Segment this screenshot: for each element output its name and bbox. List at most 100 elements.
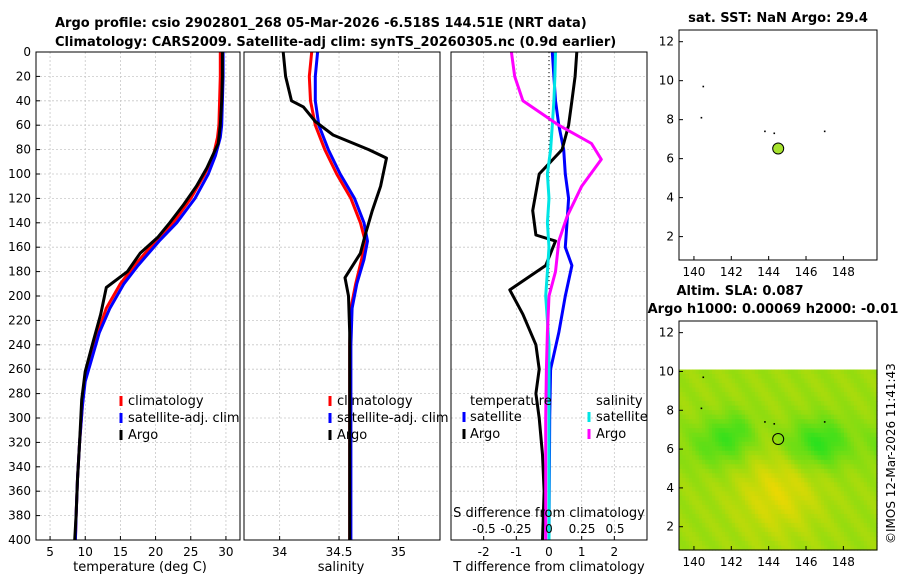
y-tick-label: 8 [666, 403, 674, 417]
heat-cell [807, 545, 812, 551]
heat-cell [873, 414, 878, 420]
heat-cell [745, 473, 749, 479]
heat-cell [811, 383, 815, 389]
heat-cell [695, 383, 700, 389]
heat-cell [834, 545, 838, 551]
heat-cell [837, 414, 842, 420]
heat-cell [824, 369, 829, 375]
heat-cell [804, 414, 809, 420]
heat-cell [787, 482, 792, 488]
heat-cell [761, 410, 766, 416]
heat-cell [814, 432, 819, 438]
heat-cell [807, 464, 812, 470]
heat-cell [771, 419, 776, 425]
heat-cell [698, 518, 703, 524]
heat-cell [688, 464, 693, 470]
heat-cell [715, 504, 720, 510]
heat-cell [705, 423, 710, 429]
heat-cell [692, 441, 697, 447]
heat-cell [847, 392, 852, 398]
heat-cell [824, 387, 829, 393]
heat-cell [781, 432, 786, 438]
heat-cell [695, 486, 700, 492]
heat-cell [771, 369, 776, 375]
heat-cell [771, 536, 776, 542]
heat-cell [834, 383, 838, 389]
heat-cell [725, 486, 730, 492]
heat-cell [764, 545, 769, 551]
heat-cell [857, 396, 862, 402]
heat-cell [791, 500, 796, 506]
heat-cell [860, 387, 865, 393]
heat-cell [745, 432, 749, 438]
heat-cell [718, 491, 723, 497]
heat-cell [840, 423, 845, 429]
heat-cell [692, 504, 697, 510]
heat-cell [764, 428, 769, 434]
heat-cell [801, 513, 805, 520]
heat-cell [679, 473, 683, 479]
heat-cell [857, 428, 862, 434]
heat-cell [764, 410, 769, 416]
heat-cell [705, 455, 710, 461]
heat-cell [794, 383, 799, 389]
heat-cell [738, 491, 743, 497]
heat-cell [784, 491, 789, 497]
heat-cell [857, 477, 862, 483]
heat-cell [761, 387, 766, 393]
heat-cell [735, 500, 739, 506]
heat-cell [761, 464, 766, 470]
heat-cell [682, 545, 687, 551]
heat-cell [731, 495, 736, 501]
heat-cell [853, 522, 858, 529]
heat-cell [682, 446, 687, 452]
heat-cell [731, 468, 736, 474]
heat-cell [685, 369, 690, 375]
heat-cell [844, 468, 848, 474]
heat-cell [820, 509, 825, 515]
heat-cell [820, 522, 825, 529]
heat-cell [728, 401, 733, 407]
heat-cell [804, 419, 809, 425]
heat-cell [801, 522, 805, 529]
heat-cell [702, 369, 706, 375]
heat-cell [797, 378, 802, 384]
heat-cell [787, 369, 792, 375]
heat-cell [870, 513, 875, 520]
heat-cell [778, 527, 782, 533]
heat-cell [824, 455, 829, 461]
heat-cell [718, 531, 723, 538]
y-tick-label: 4 [666, 191, 674, 205]
heat-cell [820, 527, 825, 533]
heat-cell [811, 437, 815, 443]
heat-cell [817, 495, 822, 501]
heat-cell [794, 446, 799, 452]
heat-cell [850, 423, 855, 429]
heat-cell [708, 432, 713, 438]
heat-cell [784, 378, 789, 384]
heat-cell [679, 392, 683, 398]
heat-cell [774, 450, 779, 456]
heat-cell [731, 378, 736, 384]
heat-cell [804, 401, 809, 407]
heat-cell [830, 437, 835, 443]
heat-cell [731, 536, 736, 542]
heat-cell [801, 545, 805, 551]
heat-cell [847, 378, 852, 384]
y-tick-label: 380 [8, 509, 31, 523]
heat-cell [853, 468, 858, 474]
heat-cell [870, 410, 875, 416]
heat-cell [784, 446, 789, 452]
heat-cell [728, 482, 733, 488]
heat-cell [844, 374, 848, 380]
heat-cell [873, 378, 878, 384]
heat-cell [764, 396, 769, 402]
heat-cell [807, 419, 812, 425]
heat-cell [725, 432, 730, 438]
heat-cell [834, 522, 838, 529]
heat-cell [847, 432, 852, 438]
heat-cell [728, 378, 733, 384]
heat-cell [801, 459, 805, 465]
heat-cell [688, 491, 693, 497]
x-tick-label: 15 [113, 545, 128, 559]
